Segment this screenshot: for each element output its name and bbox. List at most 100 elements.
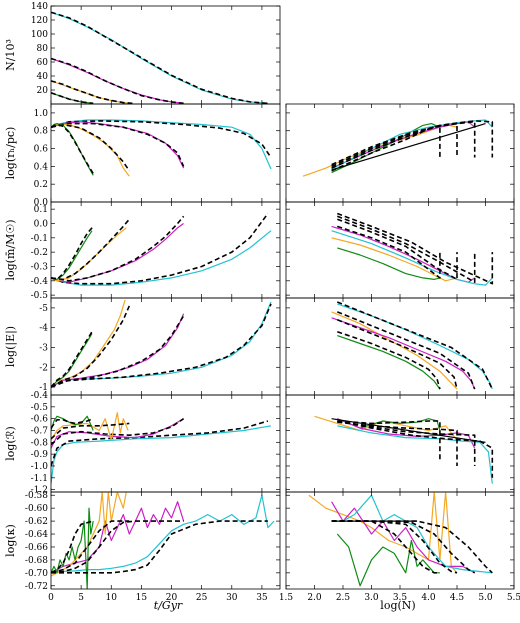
x-tick-label: 4.0 <box>421 593 436 603</box>
series-line-black-1 <box>51 120 272 158</box>
y-tick-label: 1.0 <box>34 109 49 119</box>
series-group <box>51 412 272 484</box>
panel-E_vs_logN <box>285 297 515 396</box>
series-line-magenta-2 <box>331 225 476 283</box>
y-tick-label: -0.5 <box>31 291 49 301</box>
series-line-green-1 <box>337 247 441 280</box>
panel-rh_vs_logN <box>285 103 515 203</box>
x-tick-label: 3.0 <box>364 593 379 603</box>
y-tick-label: 20 <box>37 86 49 96</box>
y-tick-label: -0.4 <box>31 277 49 287</box>
series-line-black-5 <box>51 305 131 388</box>
panels-layer: 20406080100120140N/10³0.00.20.40.60.81.0… <box>4 2 520 603</box>
x-tick-label: 0 <box>48 593 54 603</box>
series-line-black-6 <box>51 520 130 574</box>
series-line-black-7 <box>51 225 94 281</box>
series-line-black-4 <box>337 225 441 279</box>
series-line-green-1 <box>337 335 441 390</box>
series-line-black-3 <box>51 215 185 282</box>
series-line-black-8 <box>331 418 486 443</box>
y-tick-label: -0.66 <box>25 543 48 553</box>
series-line-magenta-1 <box>51 501 185 574</box>
x-tick-label: 10 <box>106 593 118 603</box>
series-line-black-5 <box>51 80 133 104</box>
series-line-black-8 <box>331 123 486 171</box>
panel-E_vs_t: -1 -2 -3 -4 -5 log(|E|) <box>4 297 281 396</box>
y-tick-label: -1.2 <box>31 486 48 496</box>
series-group <box>331 212 494 286</box>
x-axis-label-logN: log(N) <box>380 599 415 612</box>
series-line-black-1 <box>51 213 269 285</box>
series-line-orange-0 <box>331 311 458 390</box>
panel-rh_vs_t: 0.0 0.2 0.4 0.6 0.8 1.0 log(rₕ/pc) <box>4 103 281 208</box>
y-tick-label: -0.8 <box>31 438 49 448</box>
x-tick-label: 5.5 <box>507 593 520 603</box>
series-group <box>51 119 272 177</box>
y-tick-label: -4 <box>39 324 48 334</box>
y-tick-label: -3 <box>39 343 48 353</box>
series-line-cyan-0 <box>51 494 275 574</box>
y-tick-label: -0.3 <box>31 262 49 272</box>
series-line-cyan-0 <box>51 425 272 484</box>
x-tick-label: 3.5 <box>393 593 408 603</box>
series-group <box>51 492 275 589</box>
x-tick-label: 20 <box>166 593 178 603</box>
series-line-cyan-3 <box>342 494 493 574</box>
y-axis-label: log(m̄/M☉) <box>4 219 17 280</box>
series-line-black-6 <box>337 311 476 390</box>
series-line-black-7 <box>51 329 94 388</box>
y-tick-label: -0.4 <box>31 391 49 401</box>
y-axis-label: log(rₕ/pc) <box>4 127 17 180</box>
x-tick-label: 30 <box>226 593 238 603</box>
series-group <box>331 301 494 390</box>
series-line-black-5 <box>331 122 458 169</box>
y-tick-label: 40 <box>37 72 49 82</box>
y-tick-label: -1.1 <box>31 474 48 484</box>
series-line-orange-4 <box>51 299 126 388</box>
series-line-black-6 <box>337 215 476 284</box>
y-tick-label: -0.62 <box>25 517 48 527</box>
series-line-black-5 <box>331 520 458 574</box>
series-line-black-4 <box>337 330 441 390</box>
series-line-black-6 <box>331 520 476 574</box>
panel-kappa_vs_logN: 1.5 2.0 2.5 3.0 3.5 4.0 4.5 5.0 5.5 <box>279 491 520 603</box>
axes-frame <box>285 103 515 203</box>
x-tick-label: 1.5 <box>279 593 294 603</box>
y-tick-label: 80 <box>37 44 49 54</box>
y-tick-label: -0.70 <box>25 569 48 579</box>
axes-frame <box>50 394 281 493</box>
series-line-black-7 <box>51 92 94 104</box>
series-line-black-5 <box>337 218 458 281</box>
series-line-green-6 <box>51 415 94 431</box>
series-line-black-5 <box>337 319 458 390</box>
y-tick-label: -0.60 <box>25 504 48 514</box>
series-line-cyan-0 <box>51 119 272 170</box>
series-line-magenta-2 <box>331 121 476 169</box>
y-tick-label: 0.8 <box>34 127 49 137</box>
x-tick-label: 2.0 <box>307 593 322 603</box>
series-line-magenta-2 <box>51 57 184 104</box>
series-line-cyan-0 <box>51 301 272 388</box>
series-line-black-4 <box>331 124 441 172</box>
series-line-black-6 <box>331 121 476 168</box>
series-line-black-7 <box>337 212 494 285</box>
series-group <box>51 11 268 104</box>
series-line-orange-0 <box>308 492 458 574</box>
series-line-black-7 <box>51 520 94 574</box>
y-tick-label: -0.68 <box>25 556 48 566</box>
series-line-black-7 <box>337 420 494 478</box>
series-line-magenta-2 <box>51 418 184 449</box>
series-line-magenta-2 <box>51 313 185 388</box>
y-tick-label: 0.0 <box>34 219 49 229</box>
y-tick-label: -0.5 <box>31 403 49 413</box>
panel-N_vs_t: 20 40 60 80 100 120 140 N/10³ <box>4 2 281 105</box>
series-group <box>51 213 272 286</box>
y-tick-label: 0.0 <box>34 198 49 208</box>
series-line-black-1 <box>51 11 268 104</box>
series-line-green-3 <box>51 507 94 589</box>
y-tick-label: -1.0 <box>31 462 49 472</box>
y-tick-label: 0.4 <box>34 162 49 172</box>
series-line-black-7 <box>331 120 494 166</box>
series-line-black-3 <box>51 315 185 388</box>
